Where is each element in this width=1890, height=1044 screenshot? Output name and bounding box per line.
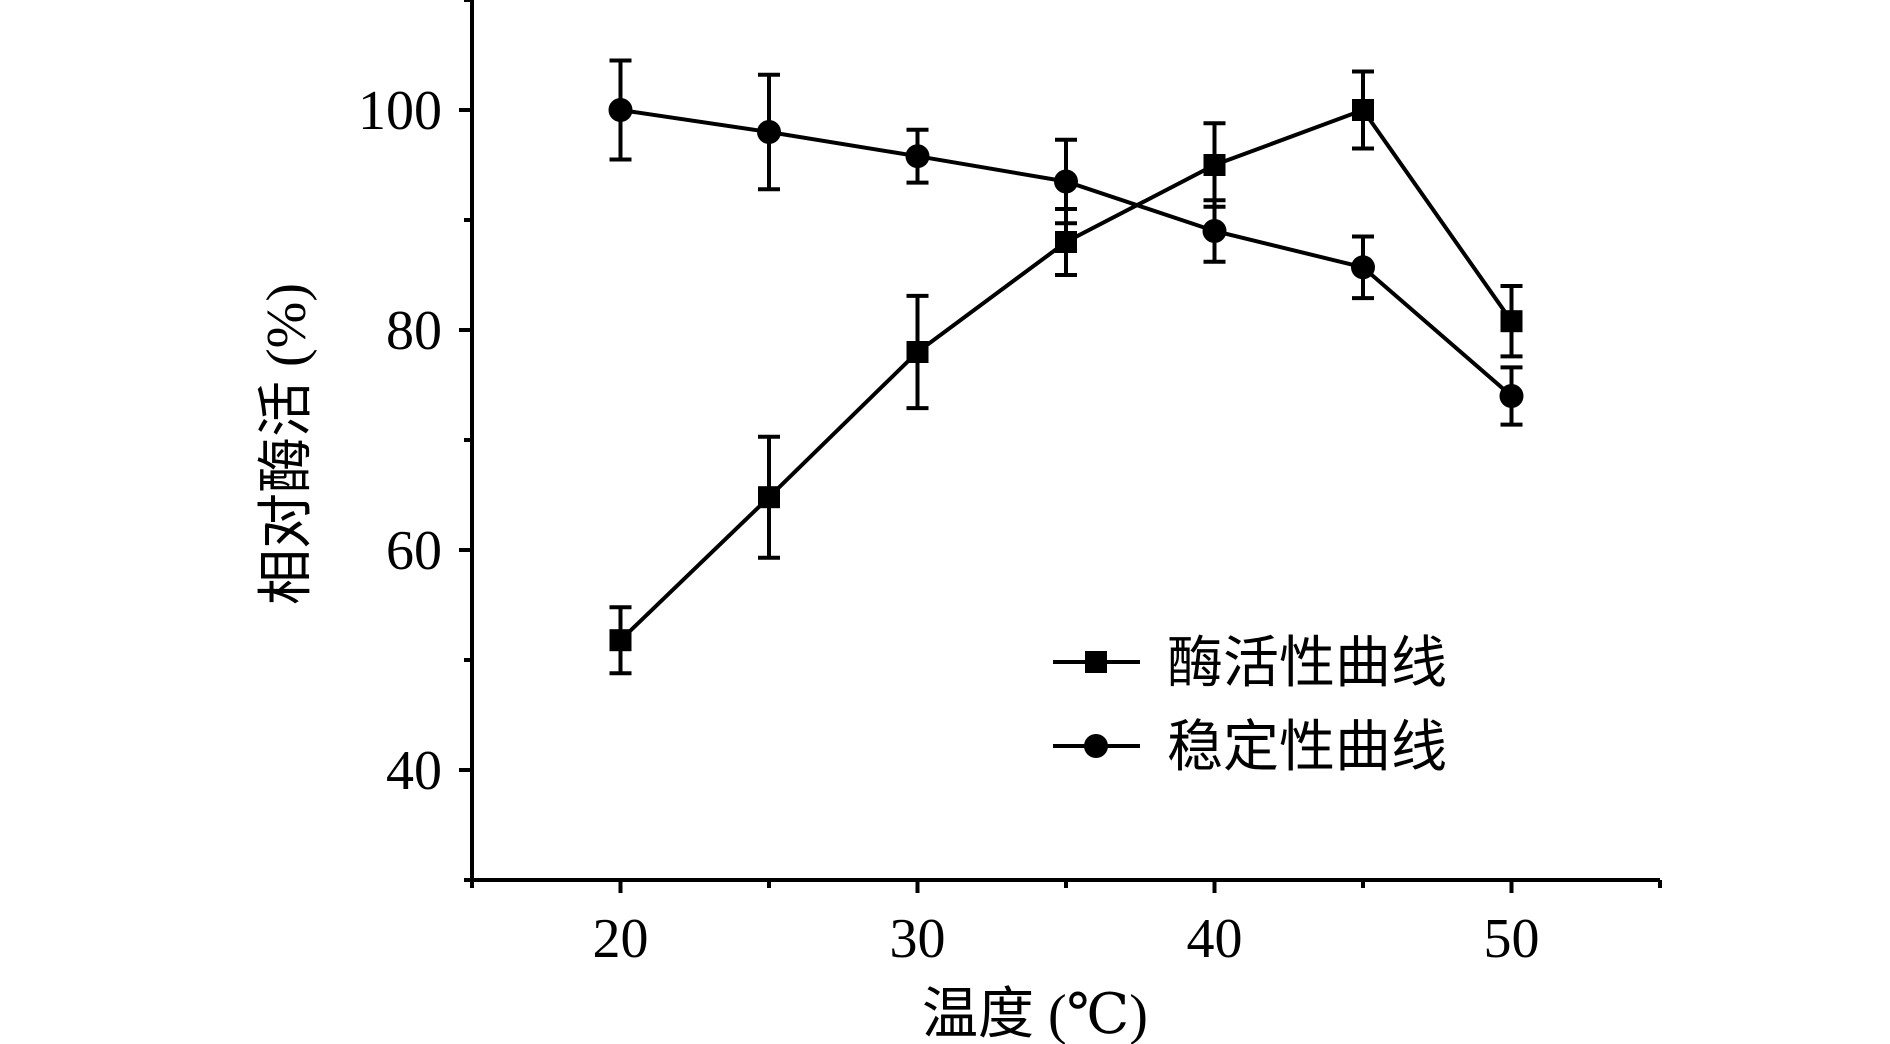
data-point — [1055, 231, 1077, 253]
y-tick-label: 80 — [386, 300, 442, 362]
x-tick-label: 20 — [593, 908, 649, 970]
data-point — [1352, 99, 1374, 121]
legend-label: 稳定性曲线 — [1167, 717, 1447, 779]
data-point — [1500, 310, 1523, 333]
series-2 — [608, 58, 1524, 427]
data-point — [1499, 384, 1524, 408]
axes: 40 60 80 100 20 30 40 50 — [358, 0, 1662, 970]
series-1 — [609, 69, 1523, 676]
x-tick-label: 50 — [1484, 908, 1540, 970]
data-point — [906, 341, 929, 363]
data-point — [758, 486, 780, 509]
data-point — [608, 98, 633, 122]
y-tick-label: 40 — [386, 740, 442, 802]
series-layer — [608, 58, 1524, 676]
data-point — [1203, 154, 1226, 176]
y-tick-label: 100 — [358, 80, 442, 142]
x-axis-label: 温度 (℃) — [922, 984, 1148, 1044]
data-point — [609, 629, 632, 652]
x-tick-label: 30 — [890, 908, 946, 970]
y-axis-label: 相对酶活 (%) — [256, 283, 318, 605]
legend-marker — [1085, 651, 1107, 673]
y-tick-label: 60 — [386, 520, 442, 582]
data-point — [757, 120, 781, 144]
legend-marker — [1084, 734, 1108, 758]
data-point — [1054, 169, 1078, 194]
legend-label: 酶活性曲线 — [1167, 633, 1447, 695]
x-tick-label: 40 — [1187, 908, 1243, 970]
data-point — [905, 144, 930, 169]
data-point — [1202, 219, 1227, 243]
data-point — [1351, 255, 1375, 280]
